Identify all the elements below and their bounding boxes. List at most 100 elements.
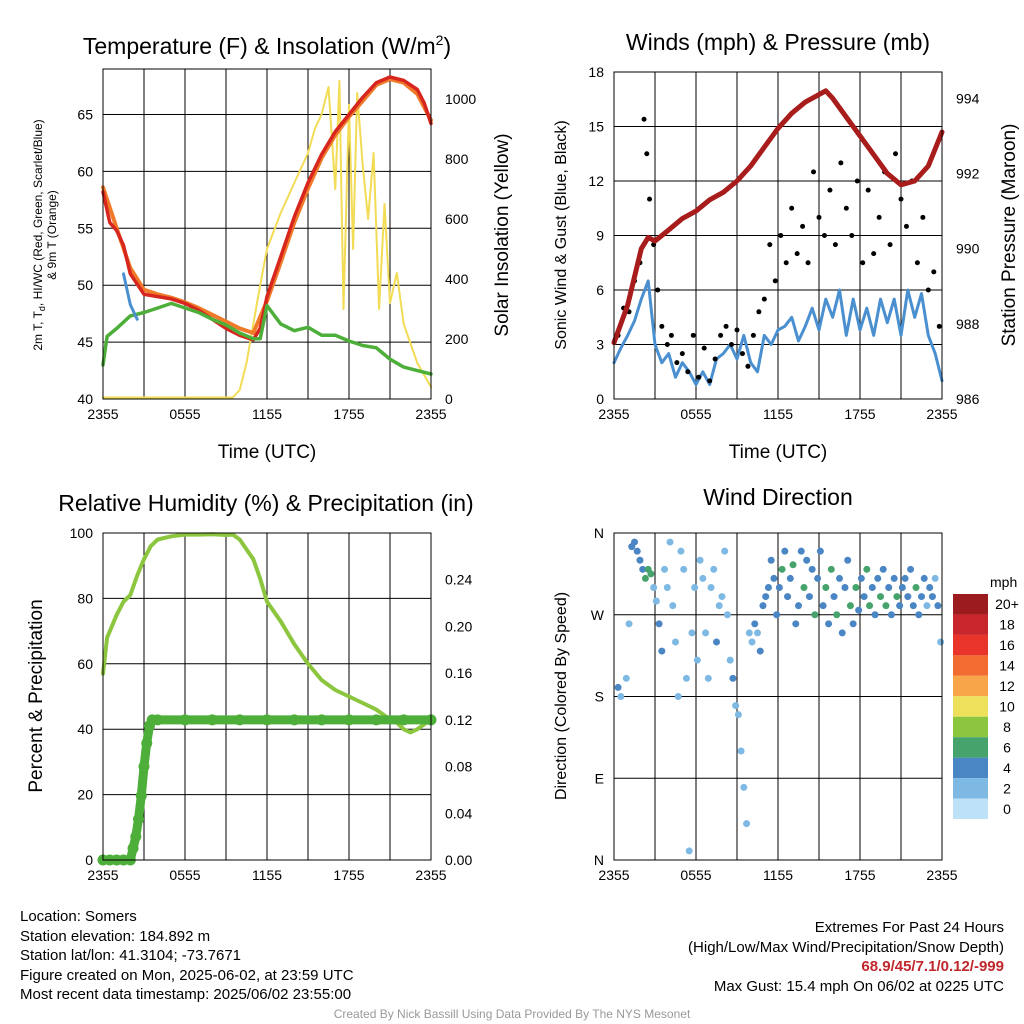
wind-direction-point: [631, 538, 638, 546]
y-tick-label: 60: [77, 656, 93, 672]
dir-plot-frame: [613, 532, 943, 861]
gust-point: [664, 342, 670, 347]
wind-direction-point: [852, 584, 860, 591]
wind-direction-point: [819, 602, 827, 610]
gust-point: [783, 260, 789, 266]
gust-point: [854, 178, 860, 184]
y-tick-label: 6: [596, 282, 604, 298]
gust-point: [800, 223, 806, 229]
rh-tick-labels: 2355 0555 1155 1755 23550204060801000.000.04…: [70, 525, 473, 883]
wind-direction-point: [909, 602, 917, 610]
wind-direction-point: [650, 584, 658, 591]
wind-direction-point: [740, 783, 748, 791]
precipitation-point: [343, 714, 355, 726]
y2-tick-label: 0.08: [445, 759, 472, 775]
y-tick-label: S: [595, 689, 604, 705]
precipitation-point: [370, 714, 382, 726]
legend-label: 12: [999, 678, 1015, 694]
wind-direction-point: [713, 638, 720, 646]
y2-tick-label: 0.20: [445, 618, 472, 634]
wind-direction-point: [907, 565, 915, 573]
gust-point: [647, 196, 653, 202]
gust-point: [816, 214, 822, 220]
gust-point: [685, 369, 691, 375]
x-tick-label: 0555: [680, 867, 711, 883]
wind-direction-point: [803, 556, 811, 564]
extremes-block: Extremes For Past 24 Hours (High/Low/Max…: [688, 918, 1004, 996]
wind-direction-point: [928, 593, 936, 601]
precipitation-point: [130, 831, 142, 843]
wind-direction-point: [622, 674, 630, 682]
wind-direction-point: [756, 647, 764, 655]
sonic-wind-line: [612, 279, 944, 386]
y2-tick-label: 994: [956, 90, 980, 106]
x-tick-label: 1155: [763, 406, 793, 422]
elevation-text: Station elevation: 184.892 m: [20, 927, 211, 945]
credit-line: Created By Nick Bassill Using Data Provi…: [333, 1007, 691, 1021]
wind-direction-point: [762, 593, 770, 601]
wind-direction-point: [937, 638, 945, 646]
wind-direction-point: [718, 593, 726, 601]
gust-point: [778, 233, 784, 238]
temp-x-axis-label: Time (UTC): [218, 442, 317, 463]
y-tick-label: 60: [77, 163, 93, 179]
rh-panel-title: Relative Humidity (%) & Precipitation (i…: [58, 490, 473, 516]
wind-direction-point: [890, 574, 898, 582]
legend-label: 2: [1003, 780, 1011, 796]
gust-point: [644, 151, 650, 157]
wind-direction-point: [655, 620, 663, 628]
y2-tick-label: 0.12: [445, 712, 472, 728]
x-tick-label: 2355: [926, 867, 957, 883]
station-metadata: Location: Somers Station elevation: 184.…: [20, 907, 354, 1005]
wind-direction-point: [846, 602, 854, 610]
precipitation-point: [138, 761, 150, 773]
x-tick-label: 1155: [252, 867, 282, 883]
x-tick-label: 1755: [844, 867, 875, 883]
gust-point: [827, 187, 833, 193]
wind-direction-point: [814, 574, 822, 582]
precipitation-point: [206, 714, 218, 726]
gust-point: [832, 242, 838, 248]
wind-direction-point: [836, 574, 843, 582]
wind-direction-point: [896, 602, 904, 610]
x-tick-label: 2355: [598, 406, 629, 422]
gust-point: [794, 251, 800, 257]
wind-direction-point: [931, 574, 939, 582]
gust-point: [871, 251, 877, 257]
y-tick-label: 55: [77, 220, 93, 236]
gust-point: [887, 242, 893, 248]
temp-plot-frame: [102, 68, 432, 400]
y-tick-label: 0: [596, 391, 604, 407]
legend-label: 4: [1003, 760, 1011, 776]
wind-direction-point: [857, 574, 865, 582]
wind-direction-point: [863, 565, 871, 573]
gust-point: [641, 116, 647, 122]
legend-color-box: [953, 757, 988, 779]
y-tick-label: 15: [588, 119, 604, 135]
x-tick-label: 2355: [598, 867, 629, 883]
wind-direction-point: [710, 565, 718, 573]
wind-direction-point: [693, 656, 701, 664]
wind-direction-point: [879, 565, 887, 573]
x-tick-label: 1755: [333, 406, 364, 422]
x-tick-label: 0555: [169, 867, 200, 883]
legend-label: 10: [999, 699, 1015, 715]
wind-direction-point: [625, 620, 633, 628]
wind-plot-frame: [613, 71, 943, 400]
y-tick-label: W: [591, 607, 605, 623]
wind-direction-point: [680, 565, 688, 573]
wind-direction-point: [773, 611, 781, 619]
wind-direction-point: [647, 570, 655, 578]
precipitation-point: [127, 842, 139, 854]
gust-point: [750, 332, 756, 338]
x-tick-label: 2355: [926, 406, 957, 422]
x-tick-label: 2355: [87, 867, 118, 883]
gust-point: [898, 196, 904, 202]
dir-left-axis-label: Direction (Colored By Speed): [553, 592, 570, 800]
wind-direction-point: [759, 602, 767, 610]
precipitation-point: [234, 714, 246, 726]
temp-right-axis-label: Solar Insolation (Yellow): [492, 133, 513, 336]
temp-2m-line: [101, 75, 433, 342]
wind-direction-point: [877, 593, 884, 601]
legend-color-box: [953, 696, 988, 717]
